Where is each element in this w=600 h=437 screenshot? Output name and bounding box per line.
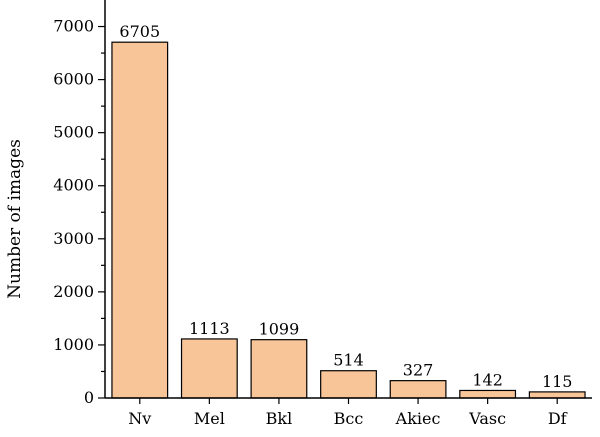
y-tick-label: 4000 (53, 176, 94, 195)
bar-mel (180, 338, 238, 399)
x-tick-label-vasc: Vasc (468, 409, 506, 428)
y-tick-label: 5000 (53, 123, 94, 142)
bar-akiec (389, 380, 447, 399)
x-tick-label-mel: Mel (194, 409, 225, 428)
bar-bkl (250, 339, 308, 399)
y-tick-label: 1000 (53, 335, 94, 354)
x-tick-label-akiec: Akiec (395, 409, 441, 428)
x-tick-label-nv: Nv (128, 409, 151, 428)
y-tick-label: 6000 (53, 70, 94, 89)
y-axis-title: Number of images (5, 139, 25, 299)
y-tick-label: 2000 (53, 282, 94, 301)
data-label-mel: 1113 (189, 319, 230, 338)
data-label-akiec: 327 (403, 361, 434, 380)
y-tick-label: 3000 (53, 229, 94, 248)
bar-df (528, 391, 586, 399)
bar-nv (111, 41, 169, 399)
data-label-bkl: 1099 (259, 320, 300, 339)
x-tick-label-df: Df (548, 409, 568, 428)
data-labels: 6705 1113 1099 514 327 142 115 (119, 22, 572, 391)
x-tick-label-bcc: Bcc (334, 409, 364, 428)
y-axis-title-group: Number of images (5, 139, 25, 299)
bar-bcc (320, 370, 377, 399)
data-label-bcc: 514 (333, 351, 364, 370)
data-label-df: 115 (542, 372, 573, 391)
data-label-vasc: 142 (472, 370, 503, 389)
x-axis: Nv Mel Bkl Bcc Akiec Vasc Df (105, 397, 592, 428)
y-tick-label: 0 (84, 388, 94, 407)
bars (111, 41, 586, 399)
data-label-nv: 6705 (119, 22, 160, 41)
y-axis: 0 1000 2000 3000 4000 5000 6000 7000 (53, 0, 106, 407)
y-tick-label: 7000 (53, 17, 94, 36)
x-tick-label-bkl: Bkl (266, 409, 293, 428)
bar-vasc (459, 389, 517, 399)
